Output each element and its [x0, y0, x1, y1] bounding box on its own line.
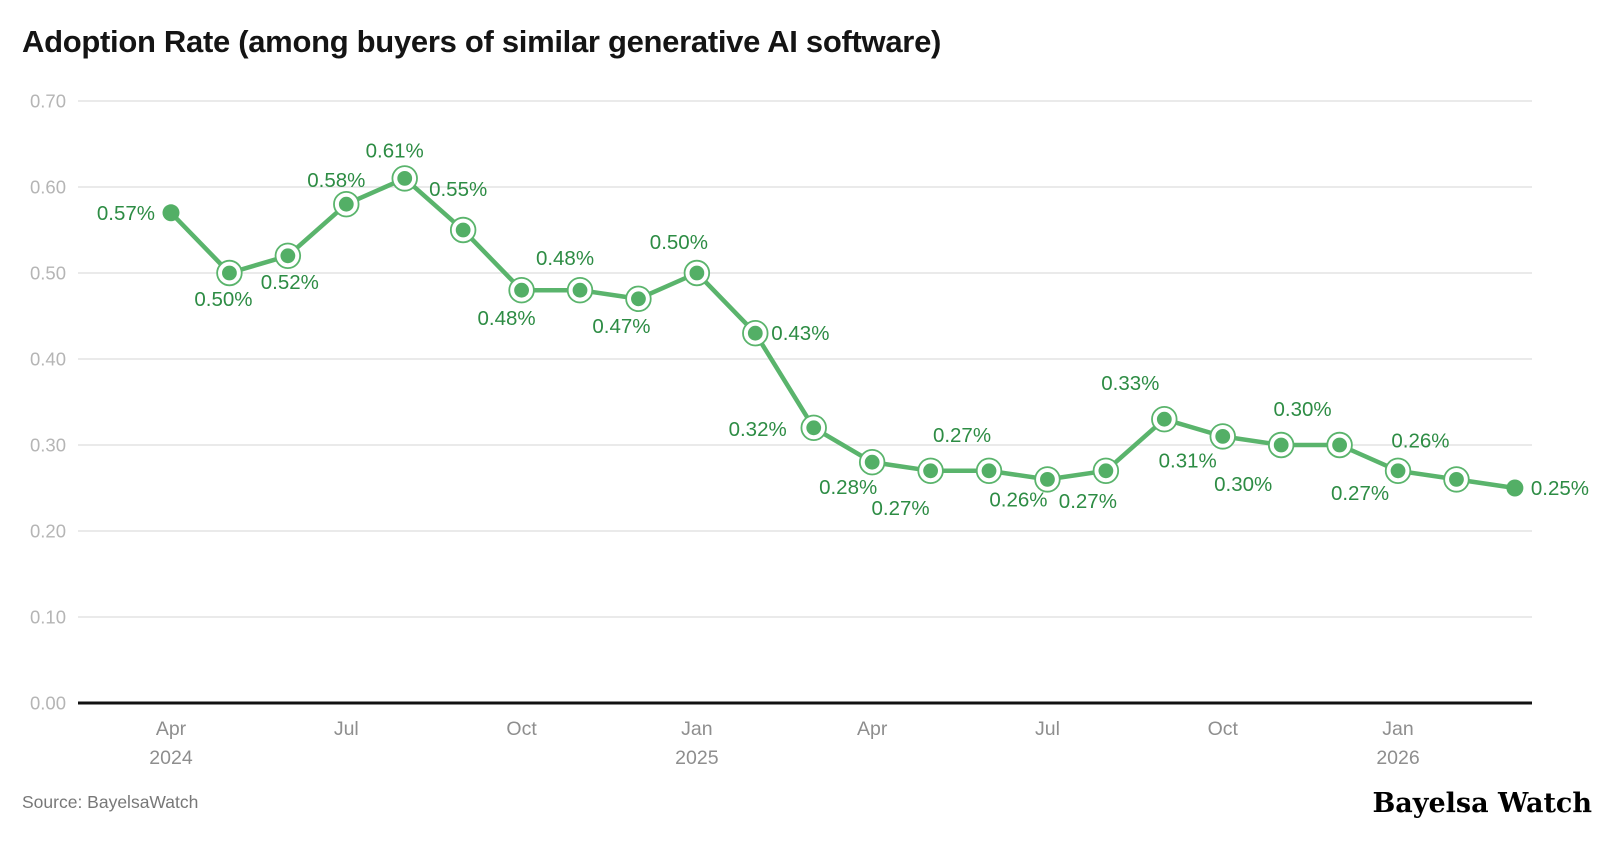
x-tick-label: Oct	[1208, 718, 1239, 740]
data-point-label: 0.25%	[1531, 477, 1589, 500]
data-point	[981, 463, 997, 479]
data-point	[222, 265, 237, 281]
y-tick-label: 0.70	[30, 91, 66, 112]
x-tick-label: Apr	[857, 718, 888, 740]
x-tick-year-label: 2024	[149, 747, 193, 769]
data-point	[572, 282, 588, 298]
data-point	[1449, 472, 1464, 487]
data-point-label: 0.50%	[650, 231, 708, 254]
y-tick-label: 0.50	[30, 263, 66, 284]
data-point	[806, 420, 822, 436]
x-tick-label: Jan	[681, 718, 712, 740]
y-tick-label: 0.10	[30, 607, 66, 628]
data-point	[1156, 411, 1172, 427]
y-tick-label: 0.30	[30, 435, 66, 456]
data-point-label: 0.47%	[592, 315, 650, 338]
data-point	[280, 248, 296, 264]
data-point-label: 0.48%	[536, 247, 594, 270]
x-tick-year-label: 2025	[675, 747, 719, 769]
data-point-label: 0.30%	[1214, 473, 1272, 496]
x-tick-label: Jan	[1382, 718, 1413, 740]
x-tick-label: Apr	[156, 718, 187, 740]
data-point	[514, 282, 529, 298]
data-point	[1040, 472, 1055, 487]
data-point-label: 0.58%	[307, 169, 365, 192]
data-point	[1332, 437, 1347, 453]
y-tick-label: 0.40	[30, 349, 66, 370]
data-point	[162, 204, 180, 222]
data-point	[923, 463, 938, 479]
data-point	[1098, 463, 1114, 479]
data-point	[1215, 429, 1231, 444]
data-point-label: 0.27%	[872, 497, 930, 520]
data-point-label: 0.57%	[97, 202, 155, 225]
data-point	[689, 265, 705, 281]
data-point	[631, 291, 646, 307]
data-point-label: 0.32%	[729, 418, 787, 441]
data-point-label: 0.26%	[1391, 429, 1449, 452]
data-point-label: 0.26%	[989, 488, 1047, 511]
x-tick-year-label: 2026	[1376, 747, 1419, 769]
y-tick-label: 0.00	[30, 693, 66, 714]
data-point-label: 0.28%	[819, 476, 877, 499]
data-point-label: 0.61%	[366, 139, 424, 162]
source-attribution: Source: BayelsaWatch	[22, 792, 199, 812]
brand-logo: Bayelsa Watch	[1372, 788, 1592, 819]
data-point-label: 0.33%	[1101, 372, 1159, 395]
data-point-label: 0.27%	[1059, 490, 1117, 513]
data-point	[1390, 463, 1406, 479]
data-point-label: 0.55%	[429, 178, 487, 201]
y-tick-label: 0.20	[30, 521, 66, 542]
data-point	[397, 171, 413, 186]
data-point	[864, 454, 880, 470]
x-tick-label: Jul	[1035, 718, 1060, 740]
data-point	[455, 222, 471, 238]
data-point-label: 0.50%	[194, 288, 252, 311]
series-line	[168, 176, 1518, 491]
data-point-label: 0.27%	[933, 424, 991, 447]
data-point	[1506, 479, 1524, 497]
data-point	[338, 196, 354, 212]
data-point	[747, 325, 763, 341]
chart-title: Adoption Rate (among buyers of similar g…	[22, 24, 942, 59]
data-point	[1273, 437, 1289, 453]
data-point-label: 0.43%	[771, 322, 829, 345]
data-point-label: 0.31%	[1159, 449, 1217, 472]
data-point-label: 0.48%	[478, 307, 536, 330]
x-tick-label: Oct	[506, 718, 537, 740]
data-point-label: 0.52%	[261, 271, 319, 294]
y-tick-label: 0.60	[30, 177, 66, 198]
data-point-label: 0.30%	[1274, 398, 1332, 421]
data-point-label: 0.27%	[1331, 482, 1389, 505]
x-tick-label: Jul	[334, 718, 359, 740]
